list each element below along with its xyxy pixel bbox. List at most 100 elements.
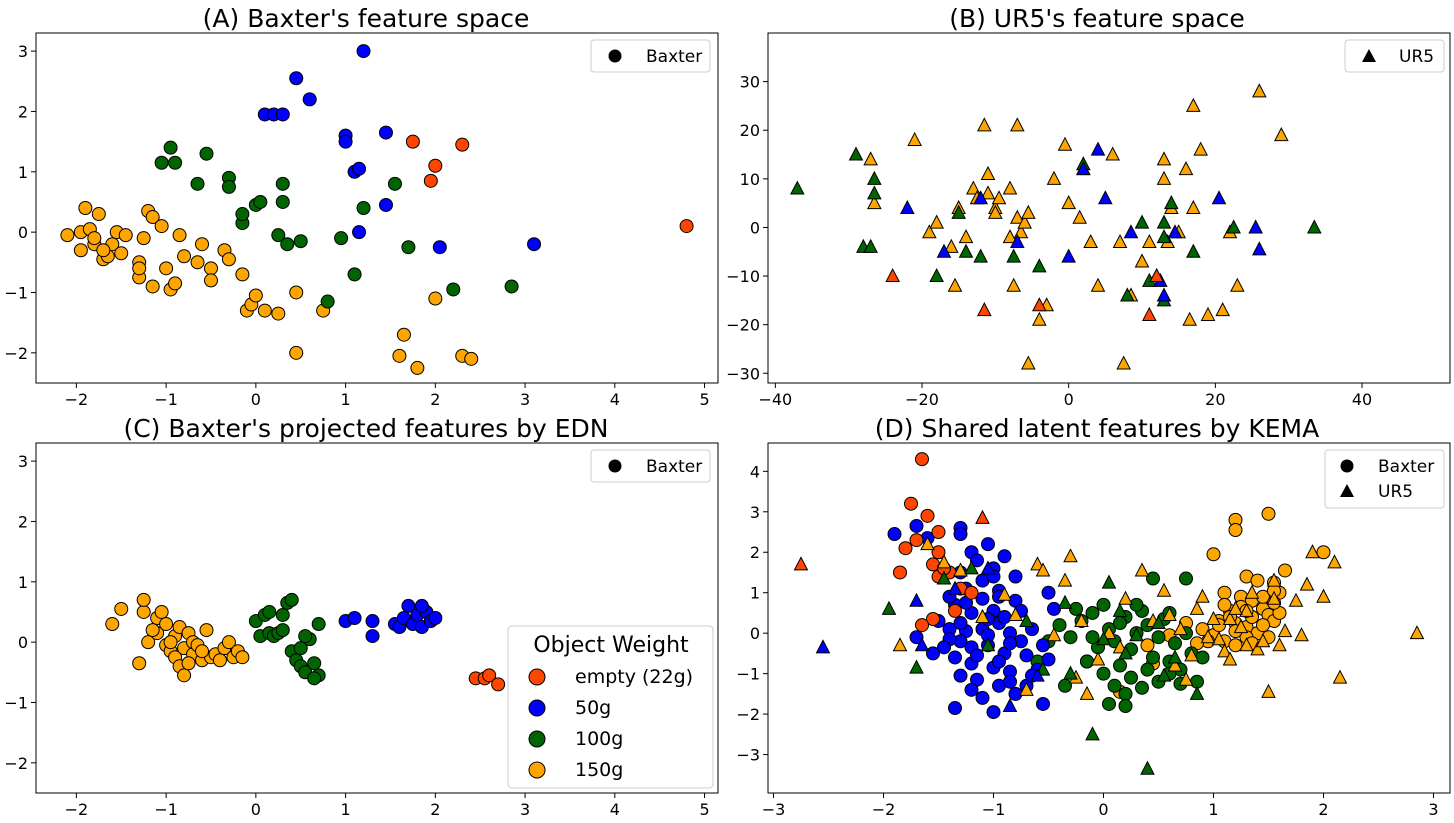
scatter-triangle-w150	[1057, 572, 1073, 587]
legend-circle-marker	[608, 459, 622, 473]
scatter-triangle-w150	[1252, 83, 1267, 98]
scatter-triangle-w150	[975, 608, 990, 623]
scatter-triangle-w150	[1230, 277, 1245, 292]
scatter-triangle-w50	[1098, 190, 1113, 205]
scatter-triangle-w100	[1120, 287, 1135, 302]
scatter-triangle-w100	[1057, 594, 1073, 609]
y-tick-label: −20	[726, 316, 760, 335]
legend-panel-c: Baxter	[590, 449, 711, 483]
scatter-triangle-w100	[1167, 649, 1183, 664]
scatter-triangle-w150	[920, 536, 935, 551]
scatter-triangle-w150	[1010, 117, 1025, 132]
scatter-triangle-w100	[951, 204, 966, 219]
y-tick-label: 30	[740, 73, 760, 92]
x-tick-label: 1	[340, 390, 350, 409]
scatter-point-w100	[293, 641, 308, 656]
scatter-point-w100	[1179, 571, 1193, 586]
legend-box	[1344, 39, 1445, 73]
scatter-triangle-w150	[1090, 651, 1106, 666]
scatter-point-w50	[997, 549, 1012, 564]
scatter-point-w100	[401, 240, 416, 255]
scatter-point-w150	[145, 210, 160, 225]
scatter-triangle-w50	[936, 243, 952, 258]
y-tick-label: −2	[4, 754, 28, 773]
scatter-point-w50	[527, 237, 542, 252]
panel-c-baxter-projected-features: (C) Baxter's projected features by EDN −…	[4, 414, 719, 819]
y-tick-label: 1	[750, 584, 760, 603]
x-tick-label: 3	[520, 390, 530, 409]
scatter-point-w50	[338, 134, 353, 149]
scatter-point-w150	[73, 243, 88, 258]
x-tick-label: −2	[65, 800, 89, 819]
scatter-point-empty	[482, 668, 497, 683]
scatter-point-w150	[195, 237, 210, 252]
scatter-triangle-w150	[1079, 685, 1095, 700]
scatter-point-w50	[937, 640, 951, 655]
scatter-triangle-w100	[848, 146, 864, 161]
scatter-point-w150	[154, 219, 169, 234]
scatter-point-w100	[1140, 662, 1155, 677]
scatter-triangle-w100	[980, 637, 996, 652]
scatter-point-w100	[284, 592, 299, 607]
scatter-triangle-w100	[909, 659, 924, 674]
scatter-triangle-w50	[815, 639, 831, 654]
scatter-point-w50	[926, 646, 940, 661]
scatter-triangle-w150	[1061, 195, 1076, 210]
panel-c-title: (C) Baxter's projected features by EDN	[123, 414, 608, 443]
scatter-point-w150	[60, 228, 75, 243]
y-tick-label: 0	[18, 633, 28, 652]
scatter-point-w50	[289, 71, 304, 86]
scatter-point-w100	[1052, 618, 1067, 633]
y-tick-label: 2	[18, 102, 28, 121]
scatter-point-w150	[114, 246, 129, 261]
scatter-triangle-w50	[914, 637, 930, 652]
scatter-triangle-w100	[1156, 667, 1172, 682]
plot-frame	[767, 32, 1451, 384]
scatter-point-w150	[87, 231, 102, 246]
scatter-point-w100	[154, 155, 169, 170]
scatter-point-w100	[275, 194, 290, 209]
scatter-triangle-w150	[1182, 311, 1197, 326]
scatter-triangle-w150	[1002, 229, 1018, 244]
scatter-triangle-w150	[1332, 669, 1348, 684]
panel-b-title: (B) UR5's feature space	[949, 4, 1245, 33]
scatter-point-w50	[1003, 674, 1017, 689]
legend-marker-empty	[528, 668, 546, 686]
scatter-point-empty	[915, 618, 929, 633]
scatter-point-w50	[970, 553, 984, 568]
scatter-point-w100	[1168, 636, 1182, 651]
scatter-point-w100	[311, 617, 326, 632]
scatter-triangle-w150	[1206, 610, 1221, 626]
scatter-point-w100	[504, 279, 519, 294]
scatter-triangle-w150	[1233, 619, 1249, 634]
scatter-point-w100	[446, 282, 461, 297]
scatter-point-w150	[235, 267, 250, 282]
scatter-triangle-w150	[1019, 681, 1034, 696]
scatter-point-empty	[679, 219, 694, 234]
x-tick-label: −3	[762, 800, 786, 819]
scatter-point-w100	[1096, 666, 1111, 681]
legend-label-ur5: UR5	[1378, 482, 1413, 502]
scatter-triangle-w150	[1222, 651, 1238, 666]
scatter-point-w50	[1008, 569, 1023, 584]
scatter-triangle-w150	[1002, 180, 1018, 195]
scatter-triangle-w150	[1035, 562, 1051, 577]
legend-circle-marker	[608, 49, 622, 63]
scatter-point-w150	[195, 644, 210, 659]
scatter-point-w100	[1113, 658, 1127, 673]
scatter-point-w150	[248, 288, 263, 303]
scatter-triangle-w150	[936, 554, 952, 569]
scatter-point-w50	[1008, 686, 1023, 701]
scatter-triangle-w150	[1184, 647, 1199, 662]
scatter-triangle-w150	[1211, 631, 1227, 646]
scatter-triangle-w50	[973, 190, 988, 205]
scatter-triangle-w50	[1010, 233, 1025, 249]
scatter-point-w150	[172, 228, 187, 243]
legend-box	[590, 39, 711, 73]
scatter-triangle-w150	[991, 190, 1007, 205]
scatter-point-w100	[347, 267, 362, 282]
scatter-point-empty	[931, 525, 946, 540]
scatter-point-w50	[887, 527, 902, 542]
scatter-point-w100	[199, 146, 214, 161]
